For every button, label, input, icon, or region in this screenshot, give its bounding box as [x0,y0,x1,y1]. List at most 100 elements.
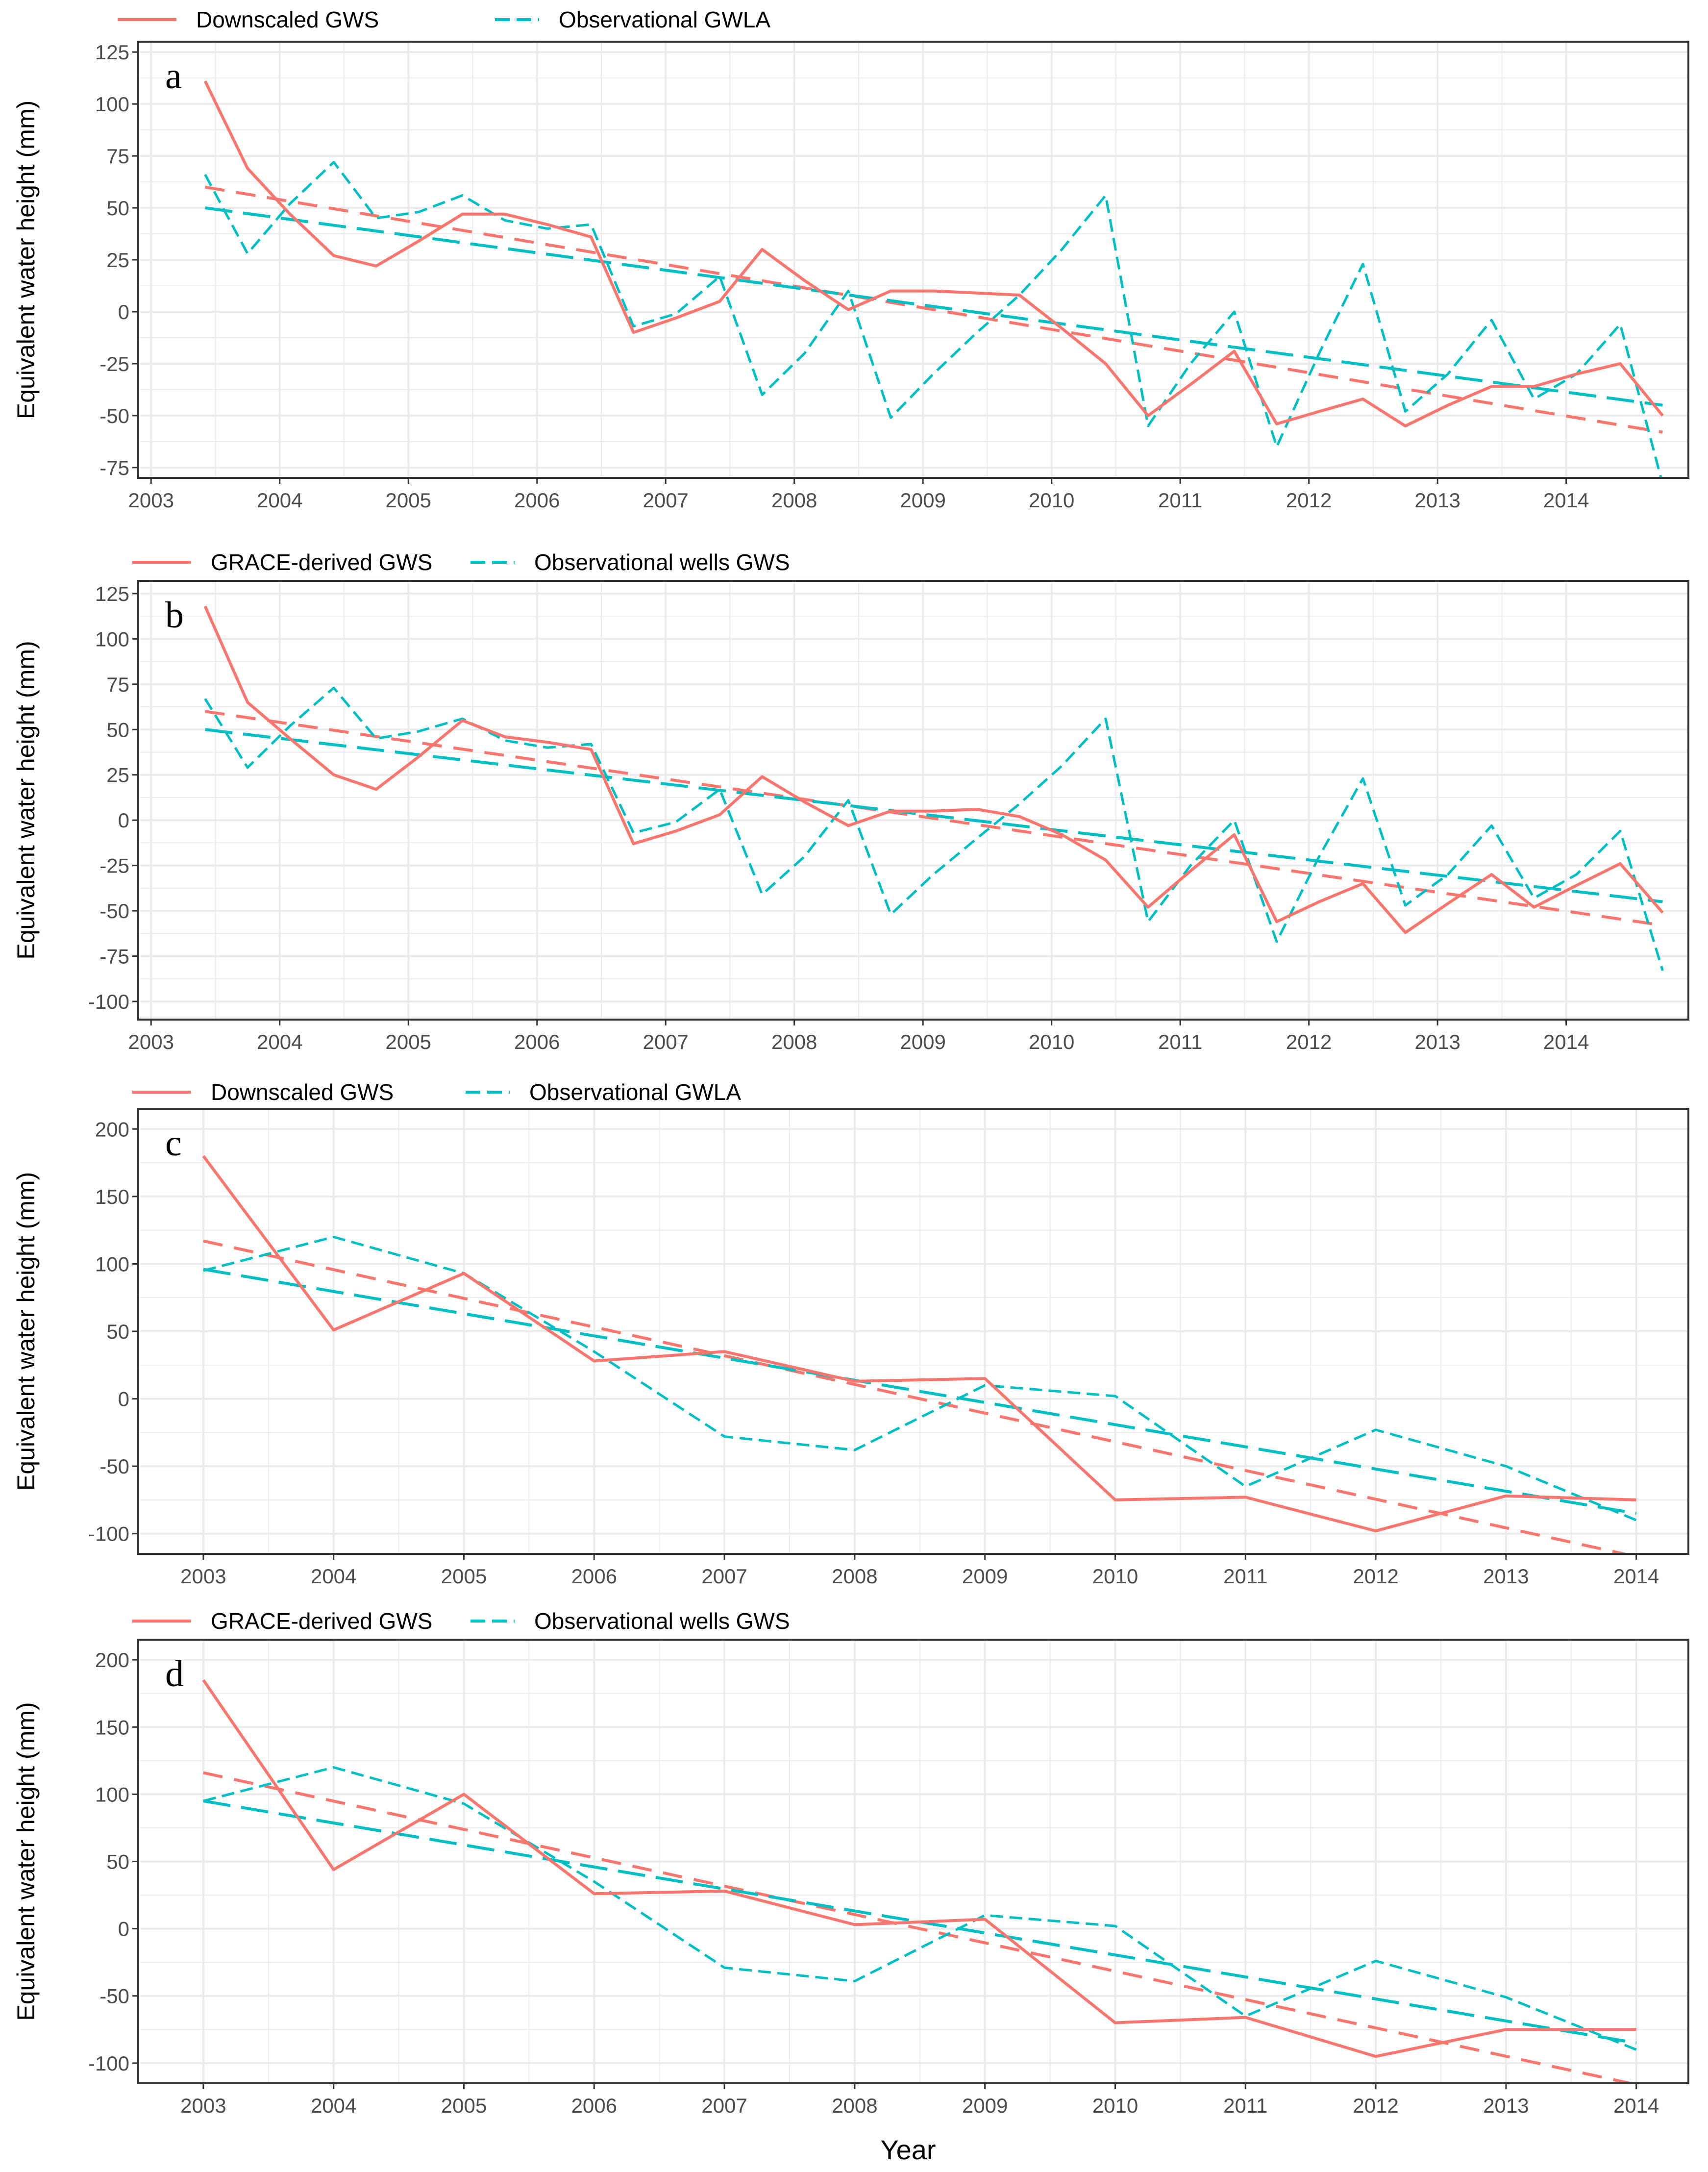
x-tick-label: 2013 [1483,1565,1529,1588]
x-tick-label: 2010 [1029,1030,1074,1053]
y-tick-label: 50 [106,1850,129,1873]
y-tick-label: 200 [95,1118,129,1141]
data-layer [203,605,1664,971]
y-tick-label: -50 [99,404,129,427]
x-tick-label: 2013 [1483,2094,1529,2117]
panel-label: c [165,1123,182,1164]
series-line-grace [202,1155,1636,1533]
y-tick-label: -100 [88,990,129,1013]
y-tick-label: -50 [99,1455,129,1478]
trend-line-grace [203,1771,1637,2083]
trend-line-grace [204,185,1663,434]
panel-border [137,580,1689,1021]
y-tick-label: -50 [99,1985,129,2008]
legend: GRACE-derived GWS Observational wells GWS [132,1608,790,1634]
y-tick-label: -25 [99,352,129,375]
x-tick-label: 2011 [1223,2094,1267,2117]
x-tick-label: 2009 [962,1565,1008,1588]
y-tick-label: -50 [99,899,129,923]
x-tick-label: 2004 [311,1565,356,1588]
legend-label-grace: Downscaled GWS [196,7,379,32]
x-tick-label: 2010 [1092,1565,1138,1588]
x-tick-label: 2011 [1223,1565,1267,1588]
y-tick-label: 150 [95,1185,129,1208]
series-line-grace [203,80,1664,427]
x-tick-label: 2013 [1414,489,1460,512]
x-tick-label: 2003 [128,1030,174,1053]
y-tick-label: 50 [106,1320,129,1343]
panel-b: 125 100 75 50 25 0 -25 -50 -75 -100 2003 2004 2005 20… [12,549,1689,1053]
legend-label-obs: Observational GWLA [529,1079,741,1105]
data-layer [202,1679,1637,2083]
trend-line-grace [205,710,1663,927]
x-tick-label: 2007 [643,489,688,512]
y-tick-label: 150 [95,1716,129,1739]
y-tick-label: 200 [95,1648,129,1672]
y-tick-label: 75 [106,145,129,168]
x-tick-label: 2003 [128,489,174,512]
legend: GRACE-derived GWS Observational wells GWS [132,549,790,575]
x-tick-label: 2007 [701,1565,747,1588]
x-tick-label: 2010 [1029,489,1074,512]
x-tick-label: 2009 [900,489,945,512]
x-tick-label: 2012 [1286,489,1332,512]
x-tick-label: 2005 [386,489,431,512]
x-tick-label: 2004 [257,489,302,512]
legend-label-grace: Downscaled GWS [211,1079,394,1105]
y-tick-label: -100 [88,2052,129,2075]
panel-border [137,41,1689,479]
x-tick-label: 2008 [771,489,817,512]
x-tick-label: 2009 [962,2094,1008,2117]
series-line-obs [204,686,1664,971]
y-tick-label: 125 [95,582,129,605]
legend: Downscaled GWS Observational GWLA [132,1079,741,1105]
y-tick-label: 25 [106,764,129,787]
x-tick-label: 2012 [1286,1030,1332,1053]
series-line-grace [202,1679,1636,2058]
legend-label-obs: Observational wells GWS [534,549,790,575]
y-axis-title: Equivalent water height (mm) [12,641,40,959]
x-tick-label: 2008 [832,1565,877,1588]
y-axis-title: Equivalent water height (mm) [12,1172,40,1491]
y-tick-label: 0 [118,1918,129,1941]
x-tick-label: 2012 [1353,1565,1398,1588]
series-line-obs [204,161,1662,478]
y-axis-title: Equivalent water height (mm) [12,100,40,419]
y-tick-label: 125 [95,41,129,64]
legend-label-obs: Observational GWLA [559,7,770,32]
x-tick-label: 2006 [571,1565,617,1588]
x-tick-label: 2005 [386,1030,431,1053]
x-tick-label: 2007 [643,1030,688,1053]
x-tick-label: 2006 [514,489,560,512]
x-tick-label: 2014 [1613,1565,1659,1588]
y-tick-label: 75 [106,673,129,696]
x-tick-label: 2012 [1353,2094,1398,2117]
plot-area [138,581,1688,1020]
y-tick-label: 100 [95,1783,129,1806]
panel-d: 200 150 100 50 0 -50 -100 2003 2004 2005 2006 2007 2… [12,1608,1689,2117]
panel-label: d [165,1653,184,1695]
y-axis-title: Equivalent water height (mm) [12,1702,40,2021]
panel-c: 200 150 100 50 0 -50 -100 2003 2004 2005 2006 2007 2… [12,1079,1689,1588]
data-layer [203,80,1664,478]
trend-line-obs [205,728,1663,903]
x-tick-label: 2010 [1092,2094,1138,2117]
x-tick-label: 2009 [900,1030,945,1053]
x-tick-label: 2008 [832,2094,877,2117]
panel-border [137,1639,1689,2084]
x-tick-label: 2011 [1158,1030,1202,1053]
x-axis-title: Year [880,2134,936,2165]
series-line-obs [203,1235,1637,1522]
legend-label-obs: Observational wells GWS [534,1608,790,1634]
trend-line-obs [205,206,1663,407]
panel-border [137,1108,1689,1555]
y-tick-label: 100 [95,1252,129,1275]
y-tick-label: 0 [118,809,129,832]
y-tick-label: 0 [118,300,129,324]
data-layer [202,1155,1637,1554]
legend: Downscaled GWS Observational GWLA [118,7,770,32]
x-tick-label: 2005 [441,2094,487,2117]
x-tick-label: 2014 [1543,489,1589,512]
x-tick-label: 2003 [180,2094,226,2117]
